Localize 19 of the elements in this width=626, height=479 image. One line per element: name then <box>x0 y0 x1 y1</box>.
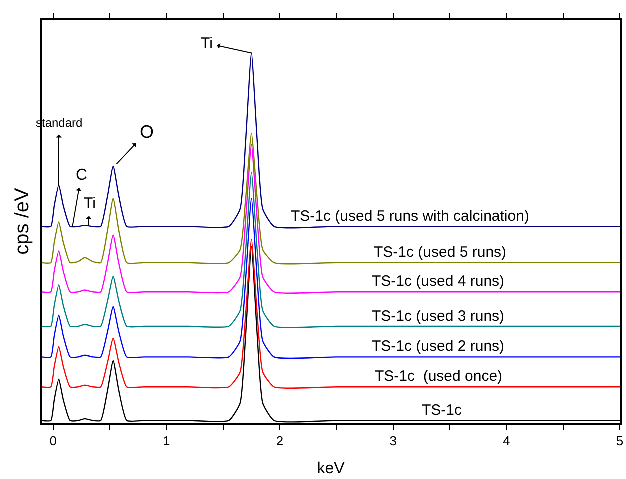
x-tick-label: 0 <box>50 433 57 448</box>
x-tick-label: 3 <box>390 433 397 448</box>
series-label: TS-1c (used 3 runs) <box>372 308 505 325</box>
series-label: TS-1c (used 2 runs) <box>372 338 505 355</box>
x-tick-label: 5 <box>616 433 624 448</box>
annotation: O <box>140 122 154 142</box>
series-label: TS-1c (used 5 runs with calcination) <box>291 208 530 225</box>
series-label: TS-1c (used 4 runs) <box>372 273 505 290</box>
annotation: Ti <box>201 35 213 52</box>
x-tick-label: 4 <box>503 433 510 448</box>
series-label: TS-1c (used once) <box>375 368 503 385</box>
annotation: Ti <box>84 195 96 212</box>
y-axis-title: cps /eV <box>11 187 34 255</box>
x-axis-title: keV <box>317 460 346 478</box>
series-label: TS-1c <box>422 402 463 419</box>
x-tick-label: 2 <box>276 433 284 448</box>
x-tick-label: 1 <box>163 433 170 448</box>
series-label: TS-1c (used 5 runs) <box>374 244 507 261</box>
annotation: C <box>76 167 88 184</box>
